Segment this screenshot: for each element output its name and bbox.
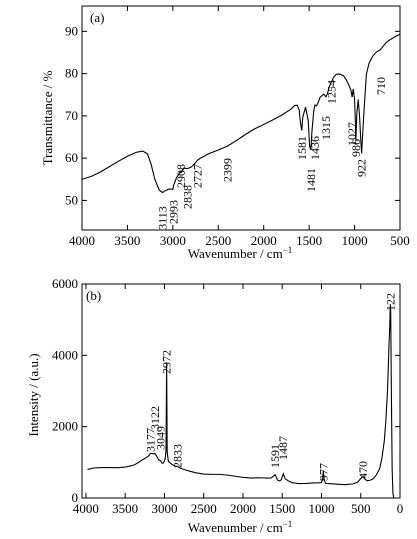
x-tick-label-b: 1500 xyxy=(269,501,295,516)
x-tick-label-a: 3500 xyxy=(114,233,140,248)
peak-label-a-1027: 1027 xyxy=(345,122,359,146)
peak-label-a-1436: 1436 xyxy=(308,136,322,160)
peak-label-b-1487: 1487 xyxy=(276,436,290,460)
peak-label-a-922: 922 xyxy=(355,159,369,177)
y-tick-label-b: 6000 xyxy=(52,276,78,291)
panel-a-x-axis-title-main: Wavenumber / cm xyxy=(188,246,283,261)
y-tick-label-b: 2000 xyxy=(52,419,78,434)
panel-a: 4000 3500 3000 2500 2000 1500 1000 500 50 60 70 80 9… xyxy=(40,5,410,261)
x-tick-label-a: 3000 xyxy=(160,233,186,248)
peak-label-a-2399: 2399 xyxy=(220,158,234,182)
x-tick-label-b: 0 xyxy=(397,501,404,516)
x-tick-label-b: 4000 xyxy=(73,501,99,516)
peak-label-b-470: 470 xyxy=(356,461,370,479)
spectrum-line-b-0 xyxy=(87,304,395,498)
panel-b-x-axis-title-main: Wavenumber / cm xyxy=(188,520,283,535)
x-tick-label-a: 2500 xyxy=(205,233,231,248)
peak-label-a-1315: 1315 xyxy=(319,116,333,140)
y-tick-label-a: 80 xyxy=(65,66,78,81)
peak-label-b-977: 977 xyxy=(316,463,330,481)
peak-label-b-122: 122 xyxy=(383,293,397,311)
peak-label-a-2993: 2993 xyxy=(166,200,180,224)
panel-b-x-axis-title: Wavenumber / cm−1 xyxy=(188,519,293,535)
plot-area-a: 4000 3500 3000 2500 2000 1500 1000 500 50 60 70 80 9… xyxy=(65,5,410,248)
y-tick-label-a: 50 xyxy=(65,192,78,207)
peak-label-a-986: 986 xyxy=(349,139,363,157)
y-tick-label-b: 0 xyxy=(72,490,79,505)
x-tick-label-a: 2000 xyxy=(251,233,277,248)
peak-label-b-3122: 3122 xyxy=(148,406,162,430)
peak-label-a-1481: 1481 xyxy=(304,168,318,192)
y-tick-label-b: 4000 xyxy=(52,347,78,362)
peak-label-a-710: 710 xyxy=(374,77,388,95)
panel-a-y-axis-title: Transmittance / % xyxy=(40,70,55,165)
plot-area-b: 4000 3500 3000 2500 2000 1500 1000 500 0 0 2000 400… xyxy=(52,276,403,516)
y-tick-label-a: 70 xyxy=(65,108,78,123)
peak-label-a-1254: 1254 xyxy=(324,80,338,104)
y-tick-label-a: 90 xyxy=(65,23,78,38)
x-tick-label-b: 3000 xyxy=(151,501,177,516)
x-tick-label-a: 1000 xyxy=(342,233,368,248)
peak-label-b-2833: 2833 xyxy=(171,444,185,468)
x-tick-label-b: 2000 xyxy=(230,501,256,516)
y-tick-label-a: 60 xyxy=(65,150,78,165)
x-tick-label-b: 1000 xyxy=(308,501,334,516)
x-tick-label-b: 2500 xyxy=(191,501,217,516)
plot-frame-b xyxy=(81,283,401,499)
spectrum-line-a-0 xyxy=(82,33,400,194)
x-tick-label-a: 500 xyxy=(390,233,410,248)
panel-b-x-axis-title-sup: −1 xyxy=(283,519,293,529)
x-tick-label-b: 3500 xyxy=(112,501,138,516)
peak-label-a-3113: 3113 xyxy=(156,206,170,230)
x-tick-label-b: 500 xyxy=(351,501,371,516)
panel-b-label: (b) xyxy=(86,288,101,303)
peak-label-b-2972: 2972 xyxy=(160,350,174,374)
panel-b: 4000 3500 3000 2500 2000 1500 1000 500 0 0 2000 400… xyxy=(26,276,403,535)
peak-label-b-3177: 3177 xyxy=(144,428,158,452)
peak-label-b-1591: 1591 xyxy=(268,444,282,468)
peak-label-a-2838: 2838 xyxy=(181,185,195,209)
x-tick-label-a: 4000 xyxy=(69,233,95,248)
panel-a-x-axis-title-sup: −1 xyxy=(283,245,293,255)
plot-frame-a xyxy=(81,5,401,231)
peak-label-a-2908: 2908 xyxy=(174,164,188,188)
panel-a-label: (a) xyxy=(90,10,104,25)
peak-label-a-1581: 1581 xyxy=(295,136,309,160)
x-tick-label-a: 1500 xyxy=(296,233,322,248)
peak-label-a-2727: 2727 xyxy=(191,164,205,188)
panel-a-x-axis-title: Wavenumber / cm−1 xyxy=(188,245,293,261)
panel-b-y-axis-title: Intensity / (a.u.) xyxy=(26,353,41,436)
peak-label-b-3049: 3049 xyxy=(154,426,168,450)
